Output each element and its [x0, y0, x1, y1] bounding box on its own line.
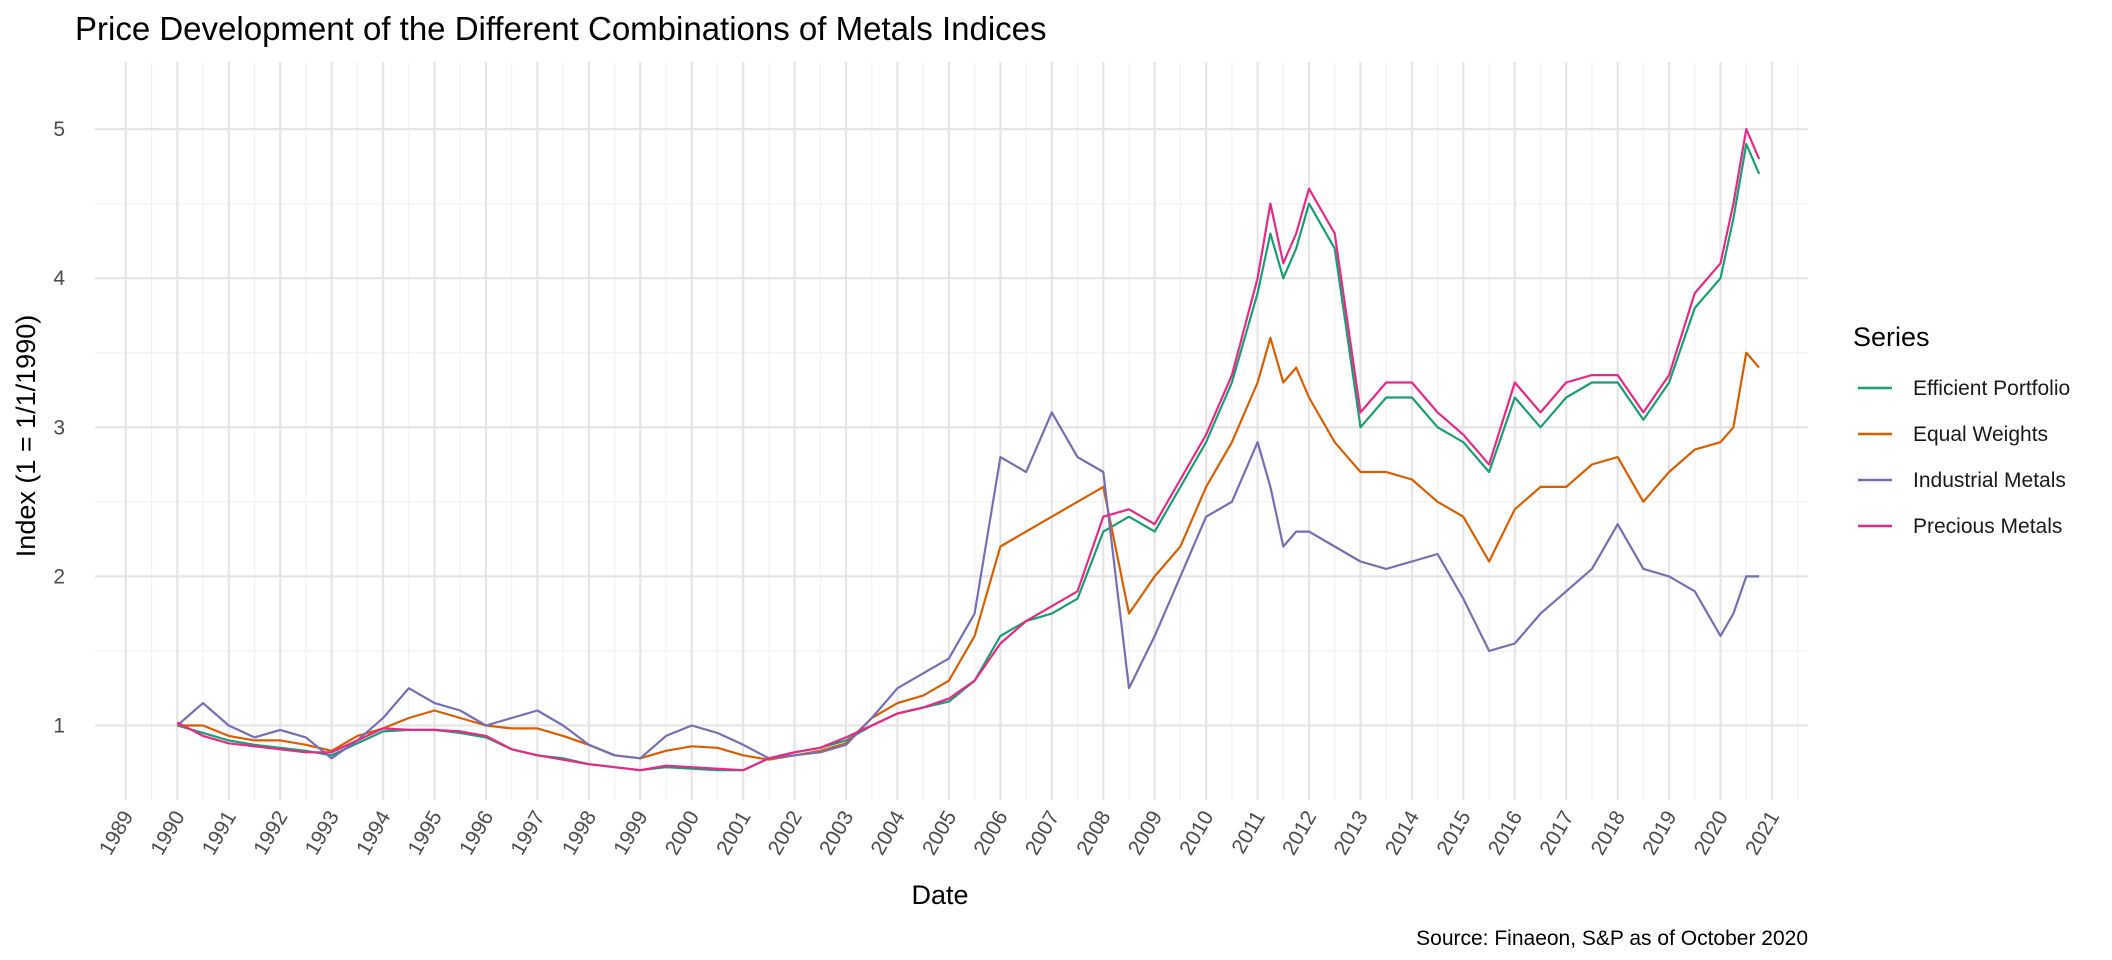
x-tick-label: 2014	[1381, 807, 1424, 859]
x-tick-label: 2019	[1638, 807, 1681, 859]
x-tick-label: 1989	[95, 807, 138, 859]
y-tick-label: 4	[53, 267, 65, 290]
legend-label: Precious Metals	[1913, 515, 2062, 538]
x-tick-label: 2011	[1227, 807, 1270, 858]
legend: Series Efficient Portfolio Equal Weights I…	[1853, 322, 2070, 538]
legend-title: Series	[1853, 322, 1930, 352]
series-line-equal-weights	[177, 336, 1760, 761]
x-tick-label: 1996	[455, 807, 498, 859]
legend-label: Equal Weights	[1913, 423, 2048, 446]
y-axis-ticks: 1 2 3 4 5	[53, 118, 65, 737]
x-tick-label: 2006	[969, 807, 1012, 859]
series-line-efficient-portfolio	[176, 142, 1761, 772]
x-tick-label: 2017	[1535, 807, 1578, 859]
y-tick-label: 3	[53, 416, 65, 439]
x-tick-label: 2009	[1124, 807, 1167, 859]
x-tick-label: 2021	[1741, 807, 1784, 859]
x-tick-label: 1995	[404, 807, 447, 859]
x-tick-label: 2000	[661, 807, 704, 859]
x-axis-ticks: 1989 1990 1991 1992 1993 1994 1995 1996 1997 1998…	[95, 807, 1784, 859]
grid	[95, 62, 1808, 800]
x-tick-label: 1991	[198, 807, 241, 859]
x-tick-label: 1997	[506, 807, 549, 859]
x-tick-label: 2003	[815, 807, 858, 859]
legend-label: Efficient Portfolio	[1913, 377, 2070, 400]
y-axis-title: Index (1 = 1/1/1990)	[11, 315, 41, 557]
x-tick-label: 1994	[352, 807, 395, 859]
chart-title: Price Development of the Different Combi…	[75, 10, 1047, 47]
x-tick-label: 2018	[1587, 807, 1630, 859]
x-tick-label: 2020	[1690, 807, 1733, 859]
x-tick-label: 2010	[1175, 807, 1218, 859]
x-tick-label: 2002	[764, 807, 807, 859]
x-tick-label: 2005	[918, 807, 961, 859]
series-line-precious-metals	[176, 128, 1761, 772]
x-tick-label: 2016	[1484, 807, 1527, 859]
y-tick-label: 1	[53, 714, 65, 737]
y-tick-label: 5	[53, 118, 65, 141]
source-caption: Source: Finaeon, S&P as of October 2020	[1416, 927, 1808, 950]
x-tick-label: 2015	[1432, 807, 1475, 859]
x-tick-label: 2001	[712, 807, 755, 859]
x-axis-title: Date	[911, 880, 968, 910]
x-tick-label: 2007	[1021, 807, 1064, 859]
x-tick-label: 1990	[146, 807, 189, 859]
legend-items: Efficient Portfolio Equal Weights Industri…	[1858, 377, 2070, 538]
x-tick-label: 1999	[609, 807, 652, 859]
series-line-industrial-metals	[176, 411, 1760, 760]
legend-label: Industrial Metals	[1913, 469, 2066, 492]
x-tick-label: 2013	[1330, 807, 1373, 859]
x-tick-label: 2004	[867, 807, 910, 859]
x-tick-label: 1993	[301, 807, 344, 859]
x-tick-label: 2008	[1072, 807, 1115, 859]
x-tick-label: 1992	[249, 807, 292, 859]
x-tick-label: 2012	[1278, 807, 1321, 859]
y-tick-label: 2	[53, 565, 65, 588]
x-tick-label: 1998	[558, 807, 601, 859]
series-lines	[176, 128, 1761, 772]
